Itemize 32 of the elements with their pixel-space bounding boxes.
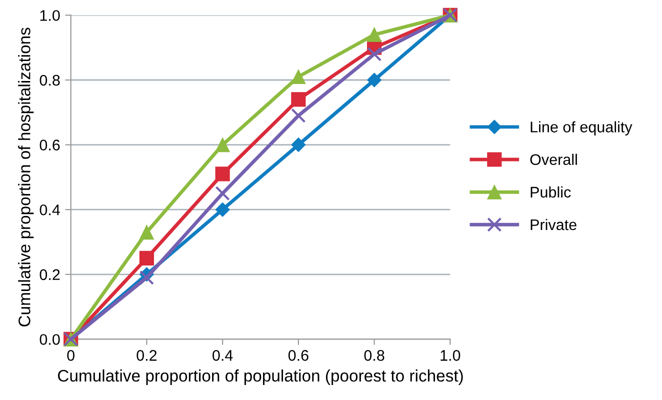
x-tick-label: 1.0 bbox=[440, 350, 460, 361]
point bbox=[367, 46, 382, 62]
point bbox=[215, 138, 230, 152]
y-axis-title: Cumulative proportion of hospitalizations bbox=[18, 28, 34, 326]
y-tick-label: 1.0 bbox=[40, 10, 60, 21]
x-tick-label: 0 bbox=[67, 350, 74, 361]
point bbox=[291, 92, 306, 107]
point bbox=[367, 27, 382, 42]
y-tick-label: 0.6 bbox=[40, 140, 60, 150]
point bbox=[215, 202, 230, 217]
y-tick-label: 0.8 bbox=[40, 74, 60, 86]
x-tick-label: 0.2 bbox=[136, 350, 157, 361]
legend-label: Overall bbox=[530, 154, 577, 166]
point bbox=[291, 138, 306, 152]
point bbox=[139, 270, 154, 285]
y-tick-label: 0.4 bbox=[40, 204, 60, 216]
point bbox=[291, 69, 306, 84]
legend-label: Public bbox=[530, 186, 571, 198]
x-tick-label: 0.4 bbox=[212, 350, 233, 361]
point bbox=[215, 166, 230, 182]
point bbox=[215, 186, 230, 201]
point bbox=[367, 72, 382, 88]
point bbox=[139, 250, 154, 266]
legend-label: Private bbox=[530, 218, 576, 230]
y-tick-label: 0.0 bbox=[40, 334, 60, 345]
legend-label: Line of equality bbox=[530, 121, 632, 136]
point bbox=[139, 224, 154, 240]
x-tick-label: 0.8 bbox=[364, 350, 384, 361]
y-tick-label: 0.2 bbox=[40, 269, 60, 280]
point bbox=[291, 108, 306, 123]
x-tick-label: 0.6 bbox=[288, 350, 308, 361]
x-axis-title: Cumulative proportion of population (poorest to richest) bbox=[58, 369, 463, 385]
